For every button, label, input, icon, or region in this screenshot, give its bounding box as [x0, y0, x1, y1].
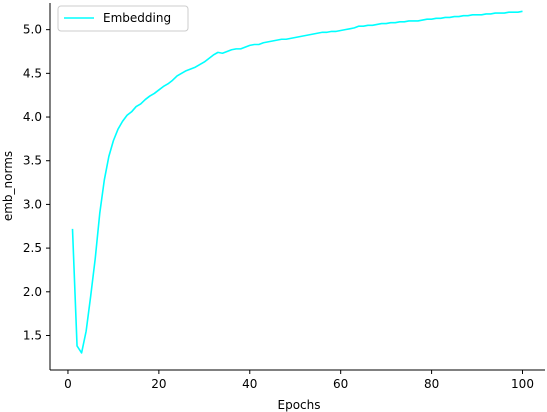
axes — [49, 3, 545, 371]
y-axis-label: emb_norms — [1, 151, 15, 221]
x-tick-label: 0 — [64, 377, 72, 391]
x-ticks: 0 20 40 60 80 100 — [64, 370, 534, 391]
series-line-0 — [71, 10, 523, 354]
series-layer — [71, 10, 523, 354]
x-tick-label: 100 — [511, 377, 534, 391]
x-axis-label: Epochs — [278, 398, 321, 412]
y-tick-label: 1.5 — [23, 328, 42, 342]
legend-box — [57, 5, 189, 32]
y-tick-label: 5.0 — [23, 23, 42, 37]
x-tick-label: 60 — [333, 377, 348, 391]
y-tick-label: 2.0 — [23, 285, 42, 299]
x-tick-label: 80 — [424, 377, 439, 391]
y-tick-label: 4.5 — [23, 66, 42, 80]
x-tick-label: 40 — [242, 377, 257, 391]
x-tick-label: 20 — [151, 377, 166, 391]
legend: Embedding — [57, 5, 189, 32]
y-tick-label: 3.0 — [23, 197, 42, 211]
legend-label: Embedding — [103, 11, 171, 25]
y-tick-label: 4.0 — [23, 110, 42, 124]
y-ticks: 1.5 2.0 2.5 3.0 3.5 4.0 4.5 5.0 — [23, 23, 50, 342]
y-tick-label: 3.5 — [23, 154, 42, 168]
y-tick-label: 2.5 — [23, 241, 42, 255]
